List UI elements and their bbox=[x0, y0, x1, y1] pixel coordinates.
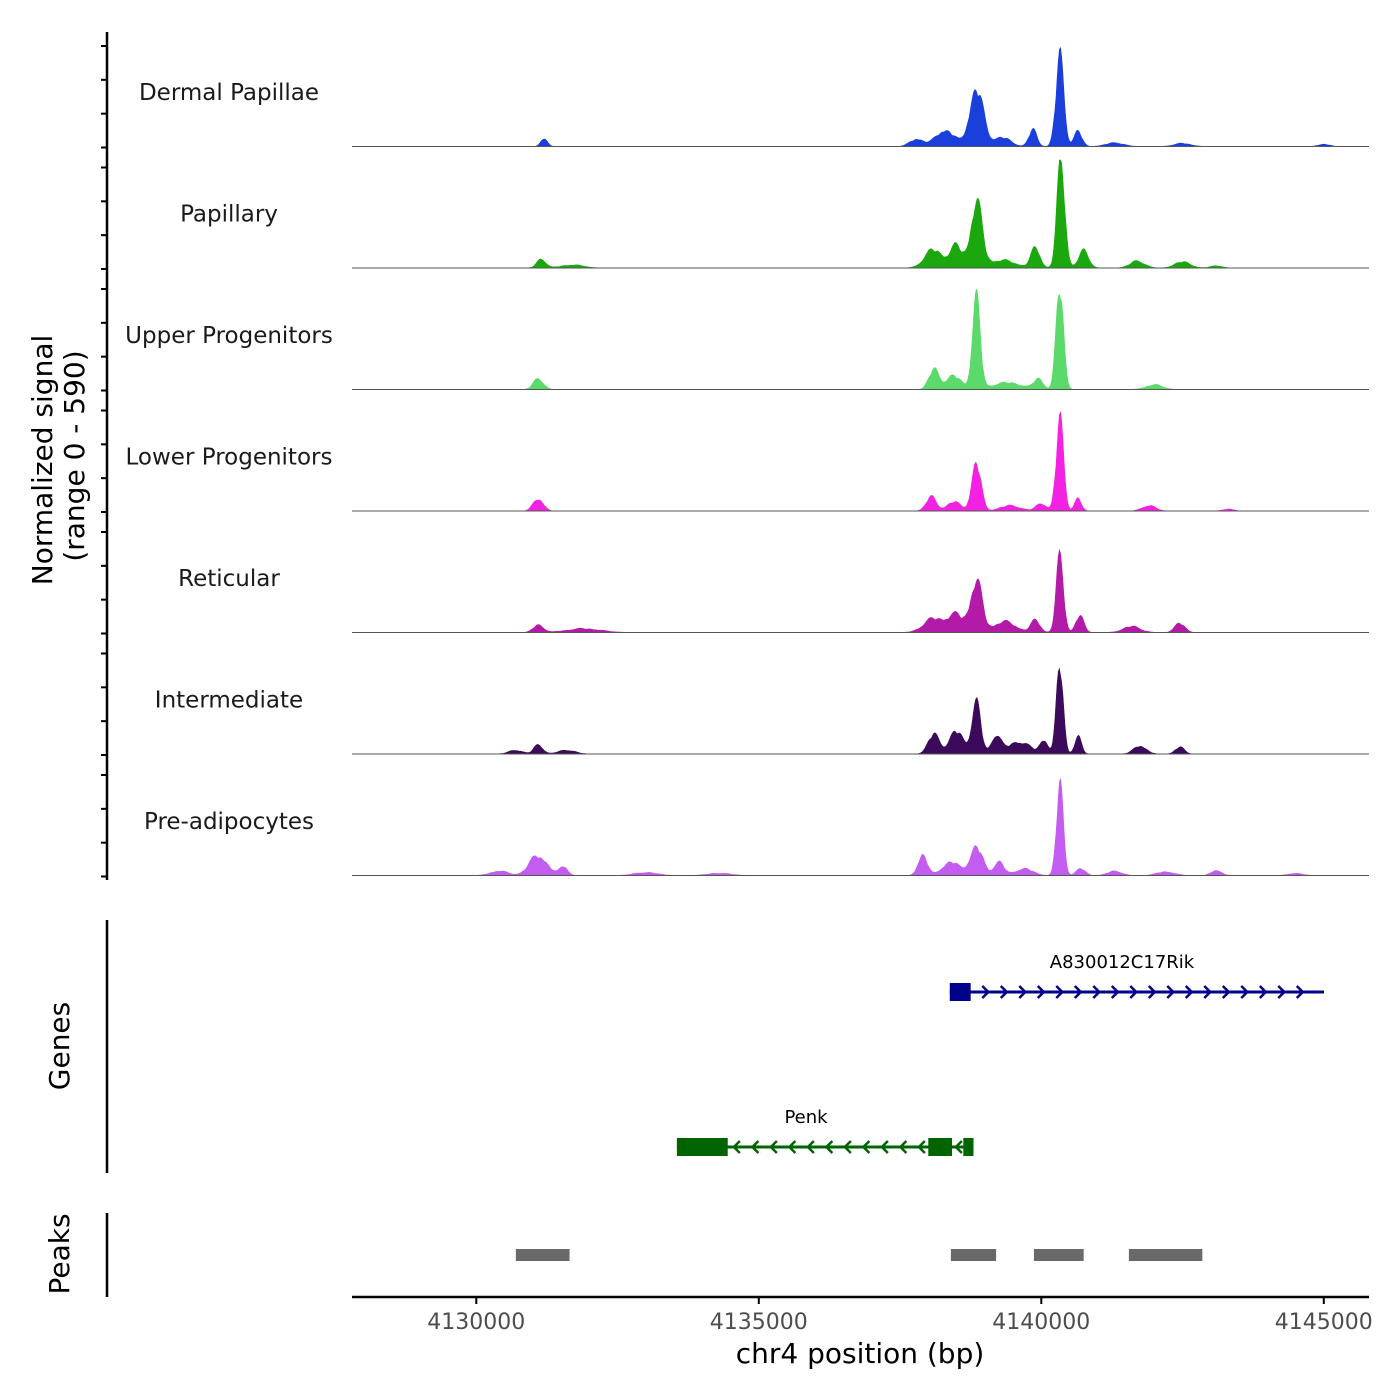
strand-arrow bbox=[1166, 985, 1176, 999]
track-2: Upper Progenitors bbox=[125, 287, 1369, 390]
strand-arrow bbox=[861, 1140, 871, 1154]
track-0: Dermal Papillae bbox=[139, 46, 1369, 147]
track-3: Lower Progenitors bbox=[126, 410, 1369, 512]
coverage-y-axis-ticks bbox=[101, 45, 107, 878]
gene-annotations: A830012C17Rik Penk bbox=[676, 952, 1324, 1156]
strand-arrow bbox=[1295, 985, 1305, 999]
track-label: Pre-adipocytes bbox=[144, 809, 314, 835]
genes-panel-title: Genes bbox=[43, 1002, 76, 1090]
strand-arrow bbox=[917, 1140, 926, 1154]
strand-arrow bbox=[1258, 985, 1268, 999]
exon bbox=[963, 1138, 974, 1156]
track-label: Lower Progenitors bbox=[126, 445, 333, 471]
x-tick-label: 4135000 bbox=[710, 1310, 808, 1335]
strand-arrow bbox=[1221, 985, 1231, 999]
strand-arrow bbox=[750, 1140, 760, 1154]
track-label: Intermediate bbox=[155, 688, 303, 714]
gene-name-label: Penk bbox=[784, 1107, 828, 1128]
gene-penk: Penk bbox=[676, 1107, 974, 1156]
strand-arrow bbox=[880, 1140, 889, 1154]
strand-arrow bbox=[981, 985, 991, 999]
y-axis-title-line1: Normalized signal bbox=[26, 335, 59, 586]
strand-arrow bbox=[999, 985, 1009, 999]
strand-arrow bbox=[1018, 985, 1028, 999]
strand-arrow bbox=[1203, 985, 1213, 999]
strand-arrow bbox=[1073, 985, 1083, 999]
strand-arrow bbox=[732, 1140, 741, 1154]
y-axis-title-line2: (range 0 - 590) bbox=[58, 350, 91, 561]
track-label: Dermal Papillae bbox=[139, 80, 319, 106]
gene-a830012c17rik: A830012C17Rik bbox=[949, 952, 1324, 1001]
strand-arrow bbox=[806, 1140, 815, 1154]
strand-arrow bbox=[954, 1140, 963, 1154]
gene-name-label: A830012C17Rik bbox=[1050, 952, 1195, 973]
strand-arrow bbox=[843, 1140, 852, 1154]
track-label: Papillary bbox=[180, 202, 278, 228]
strand-arrow bbox=[1129, 985, 1139, 999]
strand-arrow bbox=[1147, 985, 1157, 999]
exon bbox=[949, 983, 971, 1001]
track-5: Intermediate bbox=[155, 667, 1369, 755]
strand-arrow bbox=[824, 1140, 834, 1154]
strand-arrow bbox=[1055, 985, 1065, 999]
x-tick-label: 4145000 bbox=[1275, 1310, 1373, 1335]
peak-region bbox=[950, 1249, 997, 1261]
peak-region bbox=[515, 1249, 570, 1261]
exon bbox=[676, 1138, 728, 1156]
peak-region bbox=[1128, 1249, 1203, 1261]
track-4: Reticular bbox=[178, 548, 1369, 633]
strand-arrow bbox=[787, 1140, 797, 1154]
exon bbox=[928, 1138, 953, 1156]
track-label: Reticular bbox=[178, 566, 280, 592]
x-axis-title: chr4 position (bp) bbox=[736, 1337, 985, 1370]
strand-arrow bbox=[1110, 985, 1120, 999]
strand-arrow bbox=[1092, 985, 1102, 999]
x-tick-label: 4130000 bbox=[427, 1310, 525, 1335]
strand-arrow bbox=[1184, 985, 1194, 999]
peak-region bbox=[1033, 1249, 1084, 1261]
track-label: Upper Progenitors bbox=[125, 323, 333, 349]
strand-arrow bbox=[769, 1140, 778, 1154]
peak-regions bbox=[515, 1249, 1203, 1261]
strand-arrow bbox=[1277, 985, 1287, 999]
strand-arrow bbox=[1036, 985, 1046, 999]
track-6: Pre-adipocytes bbox=[144, 778, 1369, 876]
strand-arrow bbox=[898, 1140, 908, 1154]
coverage-tracks: Dermal Papillae Papillary Upper Progenitor… bbox=[125, 46, 1369, 876]
track-1: Papillary bbox=[180, 159, 1369, 269]
x-tick-label: 4140000 bbox=[992, 1310, 1090, 1335]
x-axis-ticks: 4130000 4135000 4140000 4145000 bbox=[427, 1297, 1373, 1335]
strand-arrow bbox=[1240, 985, 1250, 999]
peaks-panel-title: Peaks bbox=[43, 1213, 76, 1294]
